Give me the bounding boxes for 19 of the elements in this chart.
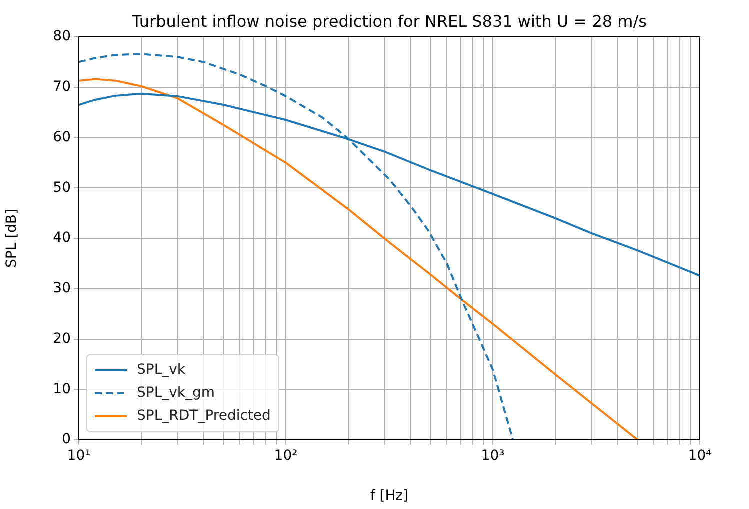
x-tick-label: 10⁴	[688, 448, 712, 464]
y-tick-label: 60	[53, 129, 71, 146]
x-axis-title: f [Hz]	[370, 488, 409, 504]
y-tick-label: 30	[53, 280, 71, 297]
x-tick-label: 10¹	[67, 448, 91, 464]
y-tick-label: 20	[53, 330, 71, 347]
y-axis-title: SPL [dB]	[4, 209, 20, 268]
x-tick-label: 10²	[274, 448, 298, 464]
y-tick-label: 40	[53, 230, 71, 246]
y-tick-label: 50	[53, 180, 71, 196]
y-tick-label: 10	[53, 381, 71, 398]
legend-label: SPL_RDT_Predicted	[137, 408, 271, 424]
y-tick-label: 80	[53, 28, 71, 45]
x-tick-label: 10³	[481, 448, 505, 464]
legend-label: SPL_vk_gm	[137, 385, 216, 402]
chart-title: Turbulent inflow noise prediction for NREL S831 with U = 28 m/s	[131, 12, 647, 32]
y-tick-label: 0	[62, 432, 71, 448]
y-tick-label: 70	[53, 79, 71, 96]
legend-label: SPL_vk	[137, 362, 186, 378]
